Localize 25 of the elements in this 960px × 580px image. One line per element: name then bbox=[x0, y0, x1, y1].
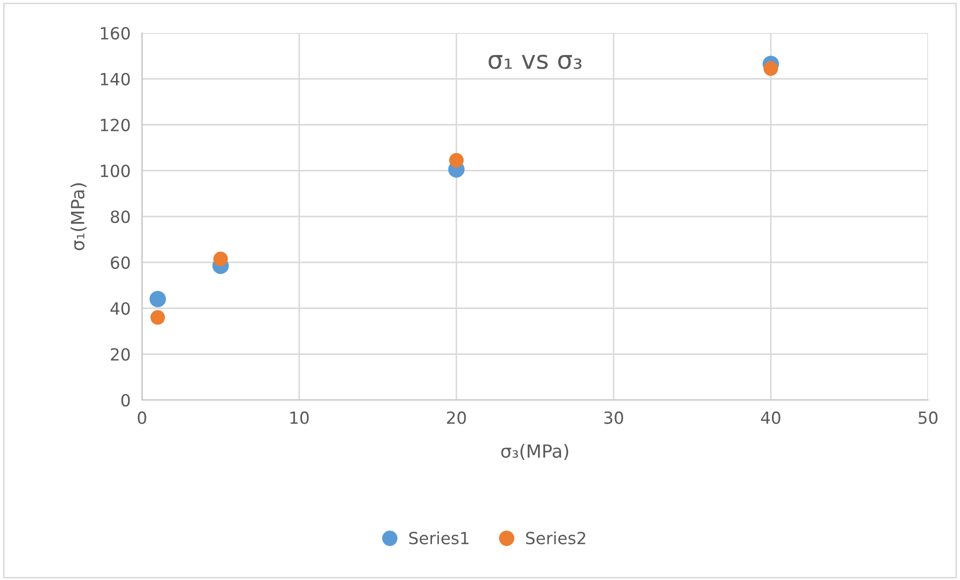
point bbox=[150, 290, 166, 308]
x-tick-label: 0 bbox=[138, 411, 146, 424]
y-tick-label: 0 bbox=[121, 394, 130, 407]
y-tick-label: 60 bbox=[110, 256, 130, 269]
y-axis-title: σ₁(MPa) bbox=[70, 183, 87, 250]
x-tick-label: 50 bbox=[918, 411, 938, 424]
x-axis-title: σ₃(MPa) bbox=[501, 444, 568, 460]
y-tick-label: 40 bbox=[110, 302, 130, 315]
x-tick-label: 10 bbox=[290, 411, 309, 424]
legend-label: Series1 bbox=[409, 531, 468, 544]
point bbox=[150, 310, 166, 325]
point bbox=[213, 252, 228, 266]
x-tick-label: 20 bbox=[447, 411, 466, 424]
x-tick-label: 40 bbox=[761, 411, 780, 424]
y-tick-label: 140 bbox=[100, 72, 130, 86]
x-tick-label: 30 bbox=[604, 411, 624, 424]
y-tick-label: 120 bbox=[100, 118, 130, 132]
point bbox=[449, 153, 464, 168]
point bbox=[764, 61, 778, 76]
y-tick-label: 20 bbox=[110, 348, 130, 361]
y-tick-label: 160 bbox=[100, 26, 130, 40]
legend-label: Series2 bbox=[526, 531, 586, 544]
y-tick-label: 100 bbox=[100, 164, 130, 178]
y-tick-label: 80 bbox=[110, 210, 130, 224]
text: σ₁ vs σ₃ bbox=[488, 54, 582, 70]
